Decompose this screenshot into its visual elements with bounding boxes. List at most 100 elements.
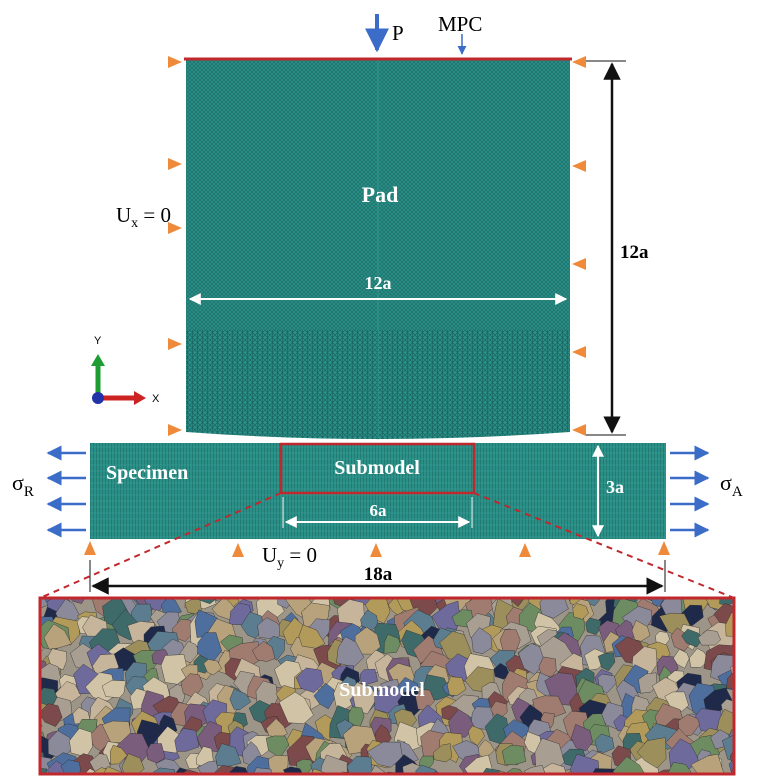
grain (561, 598, 567, 600)
grain (673, 648, 690, 669)
grain (584, 648, 606, 671)
grain (724, 571, 748, 595)
grain (197, 760, 220, 774)
grain (697, 629, 721, 646)
grain (740, 683, 760, 713)
constraint-triangle (168, 338, 182, 350)
grain (447, 676, 467, 696)
sigma-r-arrows (46, 445, 86, 538)
grain (737, 709, 760, 734)
grain (432, 743, 453, 763)
grain (215, 743, 242, 767)
constraint-triangle (84, 541, 96, 555)
grain (606, 572, 630, 596)
submodel-label: Submodel (334, 457, 420, 479)
constraint-triangle (168, 424, 182, 436)
grain (278, 691, 314, 724)
grain (359, 668, 378, 685)
constraint-triangle (572, 424, 586, 436)
grain (229, 688, 252, 711)
grain (60, 759, 81, 774)
grain (570, 724, 593, 752)
pad-right-constraints (572, 56, 586, 436)
sigma-r-label: σR (12, 470, 34, 500)
grain (415, 764, 439, 774)
grain (746, 651, 760, 679)
specimen-length-label: 18a (364, 564, 393, 585)
grain (15, 602, 37, 631)
submodel-region-box (279, 442, 476, 495)
constraint-triangle (519, 543, 531, 557)
grain (252, 767, 272, 774)
grain (154, 575, 174, 593)
load-p-label: P (392, 21, 404, 45)
constraint-triangle (572, 56, 586, 68)
mpc-label: MPC (438, 12, 482, 36)
grain (383, 634, 401, 654)
grain (102, 766, 127, 774)
grain (725, 612, 734, 637)
submodel-width-label: 6a (370, 501, 388, 520)
axis-origin (92, 392, 104, 404)
grain (157, 726, 182, 754)
grain (734, 591, 760, 618)
grain (746, 641, 760, 666)
grain (572, 603, 589, 620)
grain (524, 764, 546, 774)
grain (196, 720, 222, 753)
grain (227, 766, 249, 774)
constraint-triangle (168, 158, 182, 170)
grain (313, 682, 336, 710)
grain (40, 667, 43, 676)
grain (539, 598, 569, 619)
grain (742, 612, 760, 637)
axis-y-label: Y (94, 335, 102, 347)
grain (612, 756, 646, 774)
grain (121, 753, 145, 774)
grain (153, 767, 176, 774)
grain (744, 734, 760, 755)
grain (47, 648, 68, 670)
coordinate-axes: Y X (91, 335, 160, 405)
grain (745, 772, 760, 777)
pad-left-constraints (168, 56, 182, 436)
grain (171, 619, 194, 642)
grain (741, 774, 760, 777)
grain (737, 627, 760, 653)
specimen-label: Specimen (106, 462, 188, 484)
constraint-triangle (168, 56, 182, 68)
grain (40, 729, 41, 743)
grain (471, 627, 493, 654)
grain (40, 703, 63, 727)
grain (174, 728, 200, 752)
grain (585, 617, 602, 636)
grain (748, 700, 760, 718)
grain (40, 598, 49, 609)
grain (597, 652, 616, 671)
grain (510, 598, 525, 607)
grain (493, 663, 510, 680)
grain (501, 744, 527, 766)
grain (448, 709, 475, 738)
grain (594, 733, 615, 753)
sigma-a-arrows (670, 445, 710, 538)
grain (468, 725, 485, 746)
grain (40, 690, 41, 693)
constraint-triangle (232, 543, 244, 557)
constraint-triangle (572, 346, 586, 358)
grain (367, 741, 403, 768)
grain (448, 569, 468, 592)
grain (638, 672, 658, 694)
grain (749, 715, 760, 737)
grain (320, 754, 348, 774)
specimen-bottom-constraints (84, 541, 670, 557)
grain (690, 753, 725, 774)
constraint-triangle (168, 222, 182, 234)
grain (748, 580, 760, 601)
pad-body (186, 60, 570, 440)
grain (425, 598, 441, 602)
grain (637, 737, 667, 769)
submodel-grain-mesh (15, 569, 760, 777)
grain (681, 628, 704, 648)
